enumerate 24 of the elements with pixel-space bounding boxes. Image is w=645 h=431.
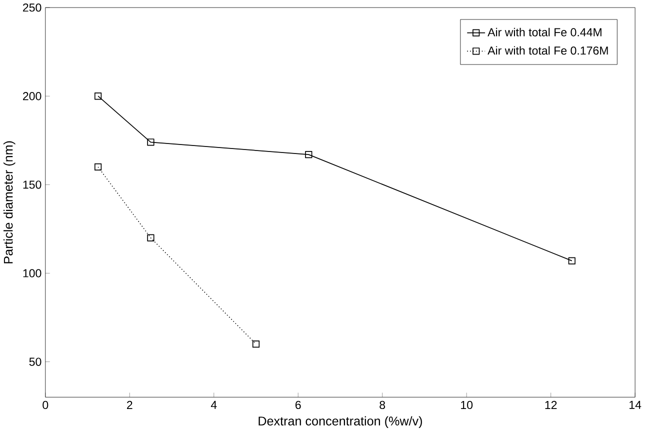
point (252, 340, 260, 348)
point (94, 163, 102, 170)
point (94, 92, 102, 100)
x-tick-label: 14 (630, 400, 642, 409)
x-axis-title: Dextran concentration (%w/v) (258, 416, 422, 428)
y-tick-label: 100 (23, 268, 42, 278)
y-tick-label: 200 (23, 92, 42, 100)
x-tick-label: 10 (461, 400, 473, 409)
point (147, 234, 154, 242)
y-tick-label: 150 (23, 180, 42, 189)
legend-label: Air with total Fe 0.176M (488, 46, 608, 54)
legend-label: Air with total Fe 0.44M (488, 28, 602, 36)
x-tick-label: 6 (296, 400, 301, 409)
y-axis-title: Particle diameter (nm) (4, 141, 16, 264)
x-tick-label: 0 (42, 400, 48, 409)
x-tick-label: 2 (127, 400, 132, 409)
y-tick-label: 50 (29, 357, 42, 366)
x-tick-label: 4 (210, 400, 217, 409)
point (147, 138, 154, 146)
x-tick-label: 12 (545, 400, 557, 409)
point (568, 257, 576, 264)
x-tick-label: 8 (380, 400, 386, 409)
y-tick-label: 250 (23, 3, 42, 12)
point (305, 150, 312, 158)
